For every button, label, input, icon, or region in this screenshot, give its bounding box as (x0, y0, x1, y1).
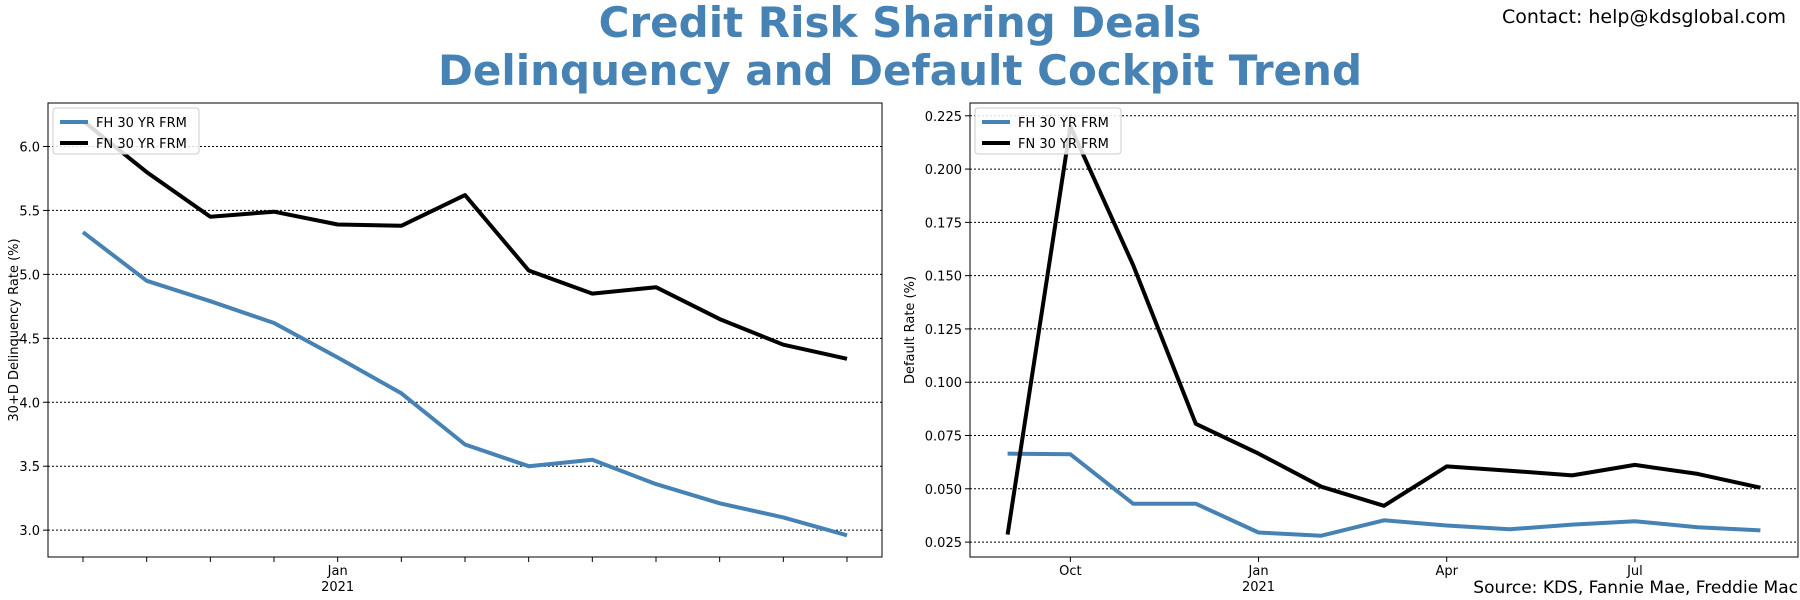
delinq-y-axis-title: 30+D Delinquency Rate (%) (7, 238, 22, 421)
default-y-tick-label-3: 0.100 (925, 376, 962, 391)
default-legend-label-fh: FH 30 YR FRM (1018, 116, 1109, 131)
default-gridlines (970, 115, 1798, 543)
default-y-tick-label-8: 0.225 (925, 110, 962, 125)
default-y-axis-title: Default Rate (%) (903, 276, 918, 384)
default-series-fh-line (1007, 451, 1761, 538)
default-series-group (1005, 124, 1761, 538)
delinq-y-tick-label-1: 3.5 (19, 460, 40, 475)
default-rate-chart: 0.025 0.050 0.075 0.100 0.125 0.150 0.175 0.200… (903, 102, 1799, 595)
default-y-tick-label-1: 0.050 (925, 483, 962, 498)
default-x-tick-label-2: Apr (1435, 564, 1458, 579)
delinq-series-group (81, 119, 848, 538)
delinq-series-fh-line (81, 230, 848, 538)
delinq-y-tick-label-0: 3.0 (19, 524, 40, 539)
default-legend-label-fn: FN 30 YR FRM (1018, 137, 1109, 152)
delinquency-chart: 3.0 3.5 4.0 4.5 5.0 5.5 6.0 30+D Delinquency Ra… (7, 102, 883, 595)
delinq-x-tick-label-4: Jan (327, 564, 348, 579)
delinq-y-tick-label-4: 5.0 (19, 268, 40, 283)
default-x-tick-label-0: Oct (1059, 564, 1081, 579)
default-y-tick-label-5: 0.150 (925, 270, 962, 285)
default-y-tick-label-6: 0.175 (925, 216, 962, 231)
default-y-tick-label-7: 0.200 (925, 163, 962, 178)
delinq-y-tick-label-6: 6.0 (19, 140, 40, 155)
default-x-tick-label-1: Jan (1248, 564, 1269, 579)
source-note: Source: KDS, Fannie Mae, Freddie Mac (1473, 578, 1798, 598)
default-y-tick-label-0: 0.025 (925, 536, 962, 551)
delinq-y-tick-label-3: 4.5 (19, 332, 40, 347)
chart-title-line2: Delinquency and Default Cockpit Trend (437, 46, 1363, 95)
delinq-y-axis: 3.0 3.5 4.0 4.5 5.0 5.5 6.0 (19, 140, 48, 539)
delinq-legend-box (52, 107, 200, 155)
delinq-plot-frame (47, 102, 883, 558)
default-legend: FH 30 YR FRM FN 30 YR FRM (974, 107, 1122, 155)
delinq-x-tick-label-4-sub: 2021 (321, 580, 354, 595)
delinq-legend: FH 30 YR FRM FN 30 YR FRM (52, 107, 200, 155)
chart-title-line1: Credit Risk Sharing Deals (598, 0, 1202, 47)
delinq-legend-label-fh: FH 30 YR FRM (96, 116, 187, 131)
default-x-tick-label-1-sub: 2021 (1242, 580, 1275, 595)
default-legend-box (974, 107, 1122, 155)
delinq-y-tick-label-2: 4.0 (19, 396, 40, 411)
delinq-y-tick-label-5: 5.5 (19, 204, 40, 219)
contact-email: Contact: help@kdsglobal.com (1502, 6, 1786, 28)
header: Credit Risk Sharing Deals Delinquency an… (0, 0, 1800, 95)
default-series-fn-line (1005, 124, 1761, 535)
default-plot-frame (969, 102, 1799, 558)
delinq-legend-label-fn: FN 30 YR FRM (96, 137, 187, 152)
delinq-series-fn-line (81, 119, 848, 361)
default-y-tick-label-2: 0.075 (925, 430, 962, 445)
default-y-axis: 0.025 0.050 0.075 0.100 0.125 0.150 0.175 0.200… (925, 110, 970, 551)
delinq-gridlines (48, 145, 882, 531)
default-y-tick-label-4: 0.125 (925, 323, 962, 338)
default-x-tick-label-3: Jul (1626, 564, 1643, 579)
